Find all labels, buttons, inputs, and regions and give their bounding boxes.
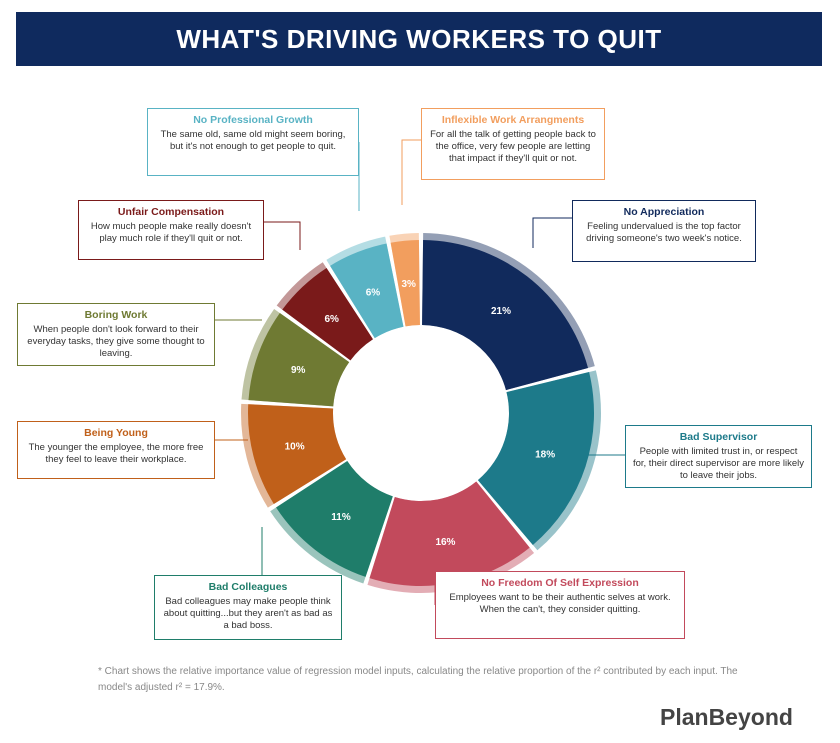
- data-label-bad-colleagues: 11%: [331, 512, 351, 523]
- slice-unfair-compensation: [282, 268, 373, 361]
- callout-no-professional-growth: No Professional Growth The same old, same…: [147, 108, 359, 176]
- slice-bad-supervisor: [477, 371, 594, 545]
- slice-boring-work: [248, 312, 350, 407]
- callout-title-bad-supervisor: Bad Supervisor: [679, 431, 758, 443]
- callout-text-inflexible-work-arrangments: For all the talk of getting people back …: [430, 129, 596, 164]
- data-label-inflexible-work-arrangments: 3%: [401, 279, 416, 290]
- callout-text-no-appreciation: Feeling undervalued is the top factor dr…: [586, 221, 742, 244]
- callout-text-being-young: The younger the employee, the more free …: [28, 442, 204, 465]
- callout-title-no-professional-growth: No Professional Growth: [193, 114, 313, 126]
- callout-title-no-appreciation: No Appreciation: [623, 206, 705, 218]
- callout-inflexible-work-arrangments: Inflexible Work Arrangments For all the t…: [421, 108, 605, 180]
- leader-line-unfair-compensation: [264, 221, 301, 250]
- callout-boring-work: Boring Work When people don't look forwar…: [17, 303, 215, 366]
- data-label-unfair-compensation: 6%: [324, 314, 339, 325]
- data-label-boring-work: 9%: [291, 365, 306, 376]
- data-label-no-freedom-of-self-expression: 16%: [435, 537, 455, 548]
- callout-text-bad-colleagues: Bad colleagues may make people think abo…: [163, 596, 333, 631]
- callout-unfair-compensation: Unfair Compensation How much people make …: [78, 200, 264, 260]
- data-label-being-young: 10%: [285, 441, 305, 452]
- data-label-bad-supervisor: 18%: [535, 449, 555, 460]
- callout-no-appreciation: No Appreciation Feeling undervalued is th…: [572, 200, 756, 262]
- slice-inflexible-work-arrangments: [390, 240, 420, 327]
- callout-text-unfair-compensation: How much people make really doesn't play…: [90, 221, 252, 244]
- footnote: * Chart shows the relative importance va…: [98, 666, 738, 693]
- leader-line-no-appreciation: [532, 217, 572, 248]
- slice-no-professional-growth: [330, 243, 404, 339]
- slice-no-appreciation: [422, 240, 589, 391]
- callout-text-bad-supervisor: People with limited trust in, or respect…: [632, 446, 805, 481]
- callout-text-no-freedom-of-self-expression: Employees want to be their authentic sel…: [449, 592, 671, 615]
- data-label-no-appreciation: 21%: [491, 306, 511, 317]
- chart-title: WHAT'S DRIVING WORKERS TO QUIT: [176, 23, 662, 54]
- data-label-no-professional-growth: 6%: [366, 288, 381, 299]
- callout-title-being-young: Being Young: [84, 427, 148, 439]
- callout-no-freedom-of-self-expression: No Freedom Of Self Expression Employees w…: [435, 571, 685, 639]
- slice-being-young: [248, 404, 347, 504]
- header-banner: WHAT'S DRIVING WORKERS TO QUIT: [16, 12, 822, 66]
- callout-title-unfair-compensation: Unfair Compensation: [117, 206, 225, 218]
- callout-title-no-freedom-of-self-expression: No Freedom Of Self Expression: [481, 577, 639, 589]
- callout-being-young: Being Young The younger the employee, the…: [17, 421, 215, 479]
- callout-title-bad-colleagues: Bad Colleagues: [208, 581, 288, 593]
- callout-title-boring-work: Boring Work: [84, 309, 148, 321]
- callout-bad-supervisor: Bad Supervisor People with limited trust …: [625, 425, 812, 488]
- callout-text-boring-work: When people don't look forward to their …: [27, 324, 205, 359]
- leader-line-inflexible-work-arrangments: [401, 139, 421, 205]
- callout-title-inflexible-work-arrangments: Inflexible Work Arrangments: [441, 114, 585, 126]
- slice-bad-colleagues: [276, 461, 393, 577]
- callout-bad-colleagues: Bad Colleagues Bad colleagues may make pe…: [154, 575, 342, 640]
- callout-text-no-professional-growth: The same old, same old might seem boring…: [160, 129, 346, 152]
- brand-logo-text: PlanBeyond: [660, 704, 793, 730]
- slice-no-freedom-of-self-expression: [369, 481, 530, 586]
